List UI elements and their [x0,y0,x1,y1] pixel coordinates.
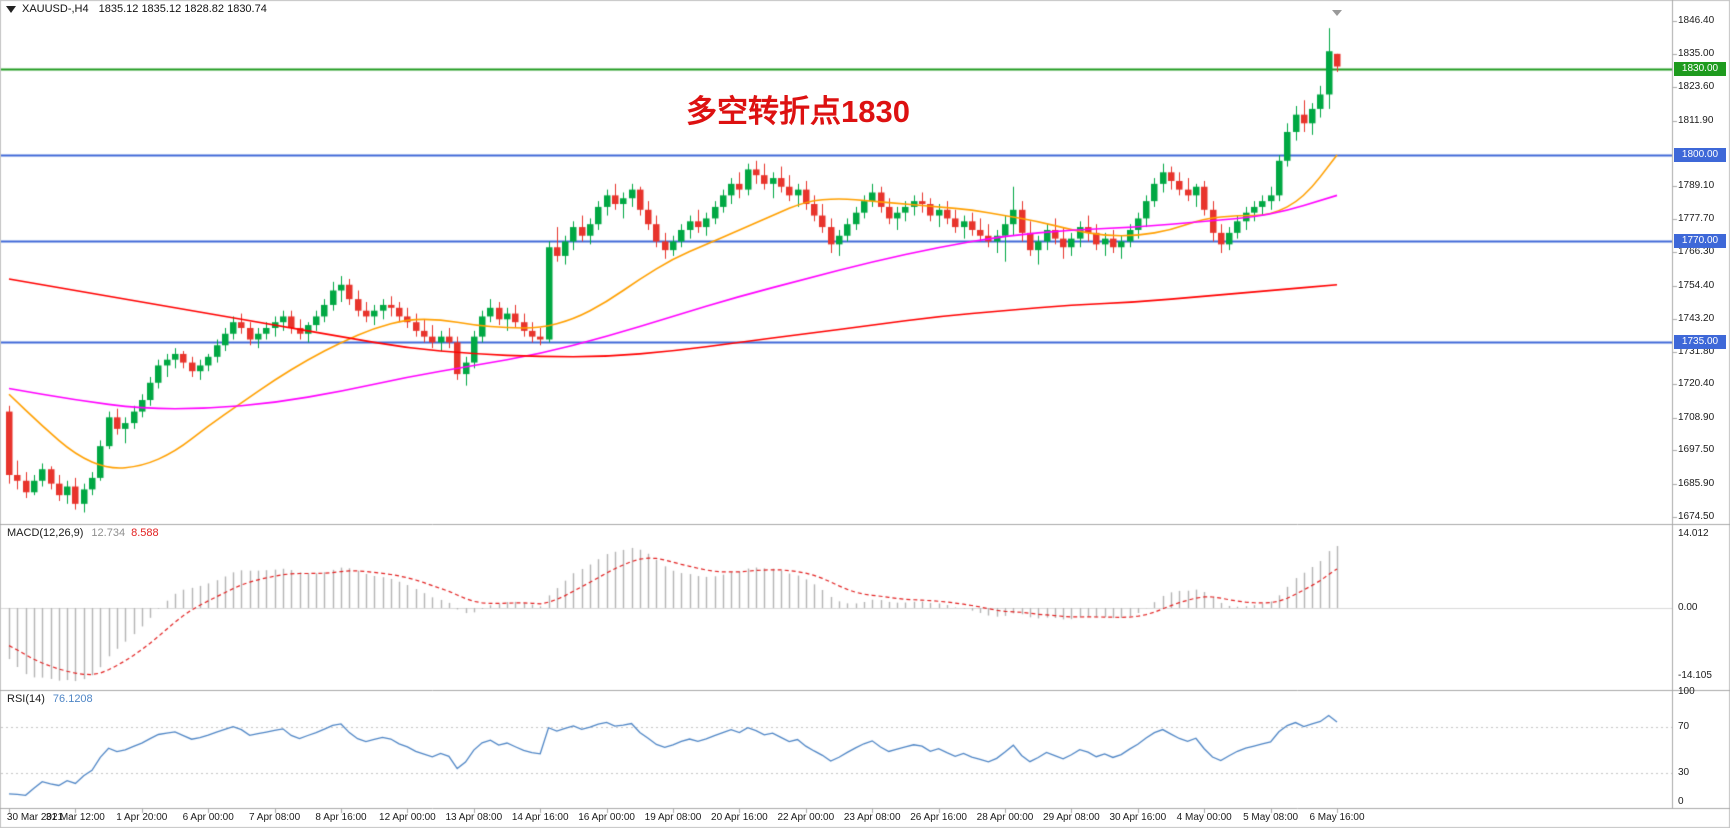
price-axis-label: 1846.40 [1678,15,1715,27]
one-click-trading-toggle-icon[interactable] [6,5,16,13]
time-axis-label: 16 Apr 00:00 [578,812,635,823]
time-axis-label: 6 May 16:00 [1309,812,1365,823]
time-axis-label: 20 Apr 16:00 [711,812,768,823]
price-axis-label: 1811.90 [1678,114,1714,126]
macd-axis-label: -14.105 [1678,670,1712,681]
time-axis-label: 6 Apr 00:00 [182,812,234,823]
price-level-tag: 1800.00 [1674,148,1726,163]
time-axis-label: 19 Apr 08:00 [644,812,702,823]
time-axis-label: 7 Apr 08:00 [249,812,301,823]
rsi-axis-label: 30 [1678,767,1690,778]
time-axis-label: 31 Mar 12:00 [45,812,105,823]
macd-axis-label: 0.00 [1678,602,1698,613]
price-axis-label: 1823.60 [1678,80,1715,92]
price-axis-label: 1789.10 [1678,180,1715,192]
rsi-axis-label: 70 [1678,721,1690,732]
price-axis-label: 1777.70 [1678,213,1715,225]
price-axis-label: 1743.20 [1678,312,1715,324]
price-axis-label: 1754.40 [1678,280,1715,292]
time-axis-label: 14 Apr 16:00 [511,812,569,823]
price-level-tag: 1735.00 [1674,335,1726,350]
price-axis-label: 1685.90 [1678,477,1715,489]
macd-signal-value: 8.588 [131,527,159,539]
rsi-axis-label: 100 [1678,686,1695,697]
time-axis-label: 1 Apr 20:00 [116,812,168,823]
price-axis-label: 1708.90 [1678,411,1715,423]
price-axis-label: 1720.40 [1678,378,1715,390]
price-axis-label: 1731.80 [1678,345,1715,357]
time-axis-label: 22 Apr 00:00 [777,812,835,823]
chart-shift-marker-icon[interactable] [1332,10,1342,16]
time-axis-label: 4 May 00:00 [1176,812,1232,823]
rsi-axis-label: 0 [1678,796,1684,807]
price-axis-label: 1766.30 [1678,246,1715,258]
time-axis-label: 12 Apr 00:00 [379,812,436,823]
macd-axis-label: 14.012 [1678,528,1709,539]
time-axis-label: 29 Apr 08:00 [1043,812,1100,823]
time-axis-label: 8 Apr 16:00 [315,812,367,823]
macd-indicator-label: MACD(12,26,9) 12.734 8.588 [7,527,159,539]
time-axis-label: 23 Apr 08:00 [843,812,901,823]
time-axis-label: 28 Apr 00:00 [976,812,1034,823]
time-axis-label: 30 Mar 2021 [6,812,64,823]
time-axis-label: 30 Apr 16:00 [1109,812,1167,823]
symbol-timeframe-label: XAUUSD-,H4 [22,3,89,15]
rsi-indicator-label: RSI(14) 76.1208 [7,693,93,705]
ohlc-values: 1835.12 1835.12 1828.82 1830.74 [98,3,267,15]
rsi-value: 76.1208 [52,693,93,705]
macd-main-value: 12.734 [91,527,126,539]
time-axis-label: 5 May 08:00 [1243,812,1299,823]
chart-annotation-text: 多空转折点1830 [686,94,910,129]
price-axis-label: 1674.50 [1678,510,1715,522]
price-axis-label: 1697.50 [1678,444,1715,456]
chart-title-bar: XAUUSD-,H4 1835.12 1835.12 1828.82 1830.7… [6,3,267,15]
rsi-name: RSI(14) [7,693,45,705]
macd-name: MACD(12,26,9) [7,527,84,539]
price-level-tag: 1770.00 [1674,234,1726,249]
price-level-tag: 1830.00 [1674,61,1726,76]
time-axis-label: 26 Apr 16:00 [910,812,967,823]
time-axis-label: 13 Apr 08:00 [445,812,503,823]
price-axis-label: 1835.00 [1678,48,1715,60]
